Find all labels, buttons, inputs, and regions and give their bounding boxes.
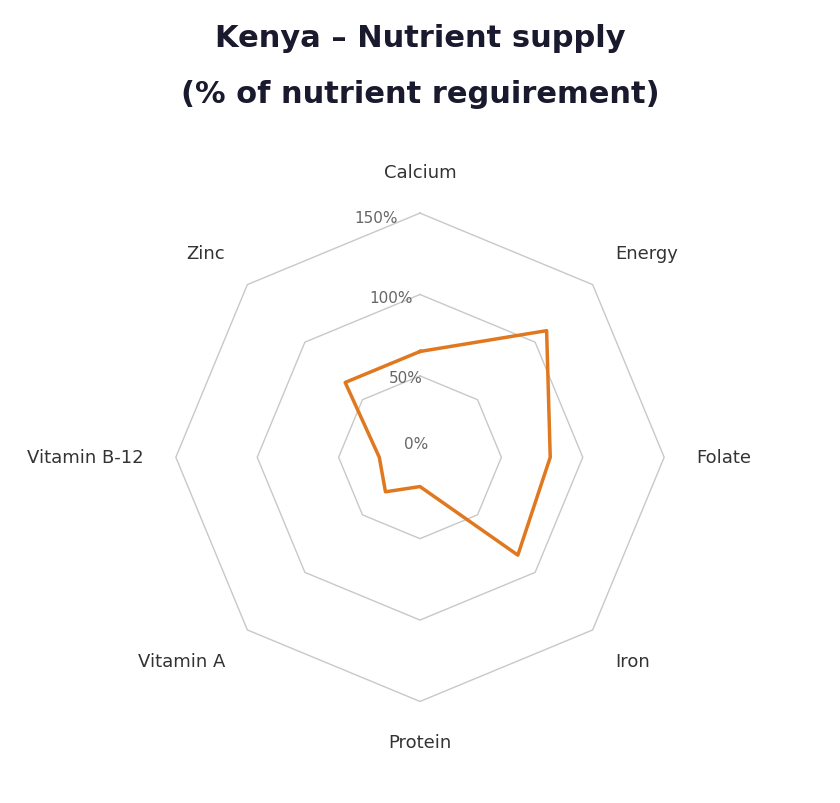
Text: Protein: Protein bbox=[388, 733, 452, 752]
Text: Kenya – Nutrient supply: Kenya – Nutrient supply bbox=[215, 24, 625, 53]
Text: Iron: Iron bbox=[615, 653, 650, 671]
Text: 50%: 50% bbox=[388, 370, 423, 385]
Text: 150%: 150% bbox=[354, 210, 398, 226]
Text: Folate: Folate bbox=[696, 449, 751, 467]
Text: 0%: 0% bbox=[404, 436, 428, 451]
Text: Calcium: Calcium bbox=[384, 164, 456, 182]
Text: (% of nutrient reguirement): (% of nutrient reguirement) bbox=[181, 80, 659, 109]
Text: Zinc: Zinc bbox=[186, 245, 225, 263]
Text: 100%: 100% bbox=[369, 290, 412, 305]
Text: Energy: Energy bbox=[615, 245, 678, 263]
Text: Vitamin A: Vitamin A bbox=[138, 653, 225, 671]
Text: Vitamin B-12: Vitamin B-12 bbox=[28, 449, 144, 467]
